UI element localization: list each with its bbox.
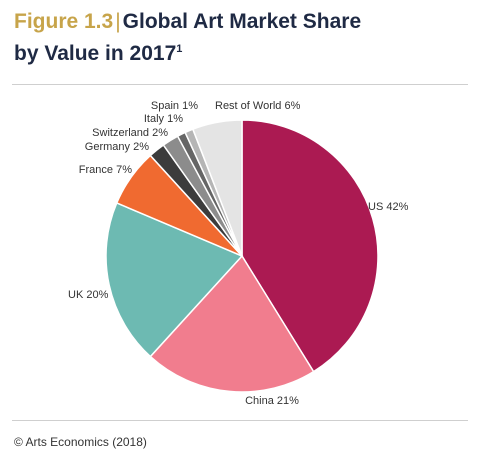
title-footnote: 1 [176,43,183,55]
slice-label-switzerland: Switzerland 2% [92,127,168,139]
slice-label-spain: Spain 1% [151,100,198,112]
slice-label-rest-of-world: Rest of World 6% [215,100,301,112]
slice-label-italy: Italy 1% [144,113,183,125]
pie-slice-rest-of-world [191,119,243,257]
figure-label: Figure 1.3 [14,10,114,33]
top-divider [12,84,468,85]
title-separator: | [115,10,121,33]
source-note: © Arts Economics (2018) [14,435,147,449]
bottom-divider [12,420,468,421]
slice-label-uk: UK 20% [68,289,109,301]
chart-title: Figure 1.3|Global Art Market Share by Va… [14,6,464,70]
slice-label-us: US 42% [368,201,409,213]
pie-chart: US 42% China 21% UK 20% France 7% Germany 2%… [68,100,409,407]
pie-slice-uk [105,202,244,358]
pie-slice-china [149,254,315,393]
pie-slice-us [241,119,379,373]
slice-label-germany: Germany 2% [85,141,149,153]
title-line-1: Global Art Market Share [122,10,362,33]
slice-label-china: China 21% [245,395,299,407]
title-line-2: by Value in 2017 [14,42,177,65]
slice-label-france: France 7% [79,164,132,176]
